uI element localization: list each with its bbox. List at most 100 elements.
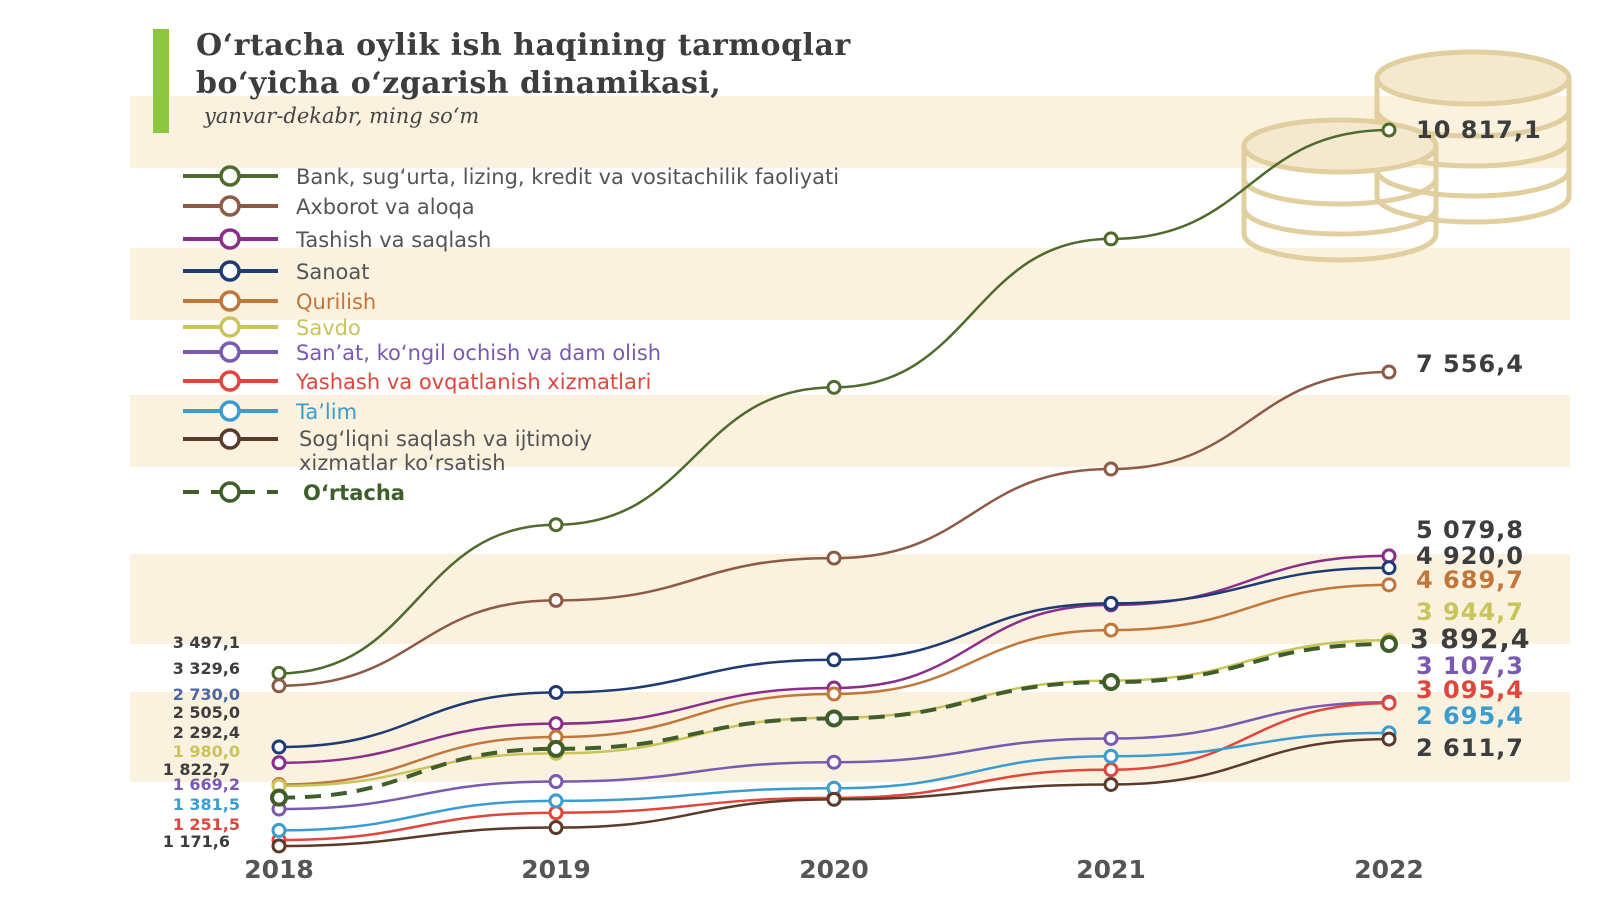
data-point	[1103, 748, 1119, 764]
data-point	[1381, 577, 1397, 593]
data-point	[1102, 673, 1120, 692]
data-point	[548, 684, 564, 700]
legend-item-9: Ta’lim	[183, 400, 357, 424]
data-point	[548, 793, 564, 809]
data-point	[1380, 635, 1398, 654]
legend-marker	[219, 260, 241, 282]
data-point	[548, 774, 564, 790]
x-tick-label: 2021	[1076, 855, 1146, 884]
start-value-label: 1 822,7	[163, 760, 230, 779]
series-10	[271, 731, 1397, 854]
legend-label: Sanoat	[296, 260, 369, 284]
series-lines	[270, 122, 1398, 854]
start-value-label: 3 329,6	[173, 659, 240, 678]
legend-item-2: Axborot va aloqa	[183, 195, 475, 219]
x-axis: 2018 2019 2020 2021 2022	[244, 855, 1424, 884]
data-labels: 3 497,1 3 329,6 2 292,42 505,0 1 980,0 1 669…	[163, 116, 1541, 851]
data-point	[270, 788, 288, 807]
legend-label: Yashash va ovqatlanish xizmatlari	[295, 370, 651, 394]
end-value-label: 3 944,7	[1416, 598, 1524, 626]
legend-label: Sog‘liqni saqlash va ijtimoiy xizmatlar k…	[299, 427, 592, 475]
legend-item-8: Yashash va ovqatlanish xizmatlari	[183, 370, 651, 394]
legend-label: Ta’lim	[295, 400, 357, 424]
chart-title: O‘rtacha oylik ish haqining tarmoqlar bo…	[196, 27, 1096, 103]
data-point	[548, 820, 564, 836]
end-value-label: 5 079,8	[1416, 516, 1524, 544]
legend-marker	[219, 370, 241, 392]
legend-item-4: Sanoat	[183, 260, 369, 284]
end-value-label: 2 695,4	[1416, 702, 1524, 730]
side-value-label: 2 730,0	[173, 685, 240, 704]
x-tick-label: 2018	[244, 855, 314, 884]
title-accent-bar	[153, 29, 169, 133]
data-point	[826, 652, 842, 668]
legend-item-6: Savdo	[183, 316, 361, 340]
data-point	[1103, 231, 1119, 247]
data-point	[548, 517, 564, 533]
end-value-label: 2 611,7	[1416, 734, 1524, 762]
title-line-2: bo‘yicha o‘zgarish dinamikasi,	[196, 66, 722, 101]
data-point	[271, 838, 287, 854]
legend-label: Axborot va aloqa	[296, 195, 475, 219]
data-point	[1381, 364, 1397, 380]
title-line-1: O‘rtacha oylik ish haqining tarmoqlar	[196, 28, 851, 63]
x-tick-label: 2019	[521, 855, 591, 884]
data-point	[826, 379, 842, 395]
data-point	[1103, 777, 1119, 793]
legend-marker	[219, 195, 241, 217]
data-point	[1381, 122, 1397, 138]
data-point	[1381, 560, 1397, 576]
legend-label: Bank, sug‘urta, lizing, kredit va vosita…	[296, 165, 839, 189]
legend-marker	[219, 428, 241, 450]
start-value-label: 1 669,2	[173, 775, 240, 794]
series-4	[271, 560, 1397, 755]
legend-marker	[219, 341, 241, 363]
start-value-label: 1 251,5	[173, 815, 240, 834]
data-point	[1381, 695, 1397, 711]
data-point	[271, 739, 287, 755]
series-line	[278, 642, 1390, 800]
legend-marker	[219, 481, 241, 503]
legend-marker	[219, 400, 241, 422]
data-point	[548, 805, 564, 821]
legend-item-1: Bank, sug‘urta, lizing, kredit va vosita…	[183, 165, 839, 189]
legend-item-10: Sog‘liqni saqlash va ijtimoiy xizmatlar k…	[183, 427, 592, 475]
start-value-label: 2 292,4	[173, 723, 240, 742]
end-value-label: 4 689,7	[1416, 566, 1524, 594]
data-point	[548, 716, 564, 732]
data-point	[1103, 730, 1119, 746]
legend-marker	[219, 165, 241, 187]
legend-marker	[219, 228, 241, 250]
end-value-label: 3 892,4	[1410, 624, 1531, 655]
data-point	[1103, 762, 1119, 778]
series-11	[270, 635, 1398, 807]
start-value-label: 1 381,5	[173, 795, 240, 814]
data-point	[826, 791, 842, 807]
series-2	[271, 364, 1397, 694]
start-value-label: 3 497,1	[173, 633, 240, 652]
chart-subtitle: yanvar-dekabr, ming so‘m	[204, 104, 480, 128]
data-point	[826, 686, 842, 702]
data-point	[826, 754, 842, 770]
legend-marker	[219, 316, 241, 338]
legend-item-5: Qurilish	[183, 290, 376, 314]
x-tick-label: 2020	[799, 855, 869, 884]
data-point	[1103, 595, 1119, 611]
data-point	[825, 709, 843, 728]
data-point	[826, 550, 842, 566]
legend-item-7: San’at, ko‘ngil ochish va dam olish	[183, 341, 661, 365]
legend: Bank, sug‘urta, lizing, kredit va vosita…	[183, 165, 839, 505]
end-value-label: 4 920,0	[1416, 542, 1524, 570]
legend-label: O‘rtacha	[303, 481, 405, 505]
data-point	[1381, 548, 1397, 564]
x-tick-label: 2022	[1354, 855, 1424, 884]
legend-marker	[219, 290, 241, 312]
legend-label: Qurilish	[296, 290, 376, 314]
end-value-label: 3 095,4	[1416, 676, 1524, 704]
start-value-label: 1 980,0	[173, 742, 240, 761]
data-point	[271, 678, 287, 694]
legend-item-11: O‘rtacha	[183, 481, 405, 505]
data-point	[271, 755, 287, 771]
